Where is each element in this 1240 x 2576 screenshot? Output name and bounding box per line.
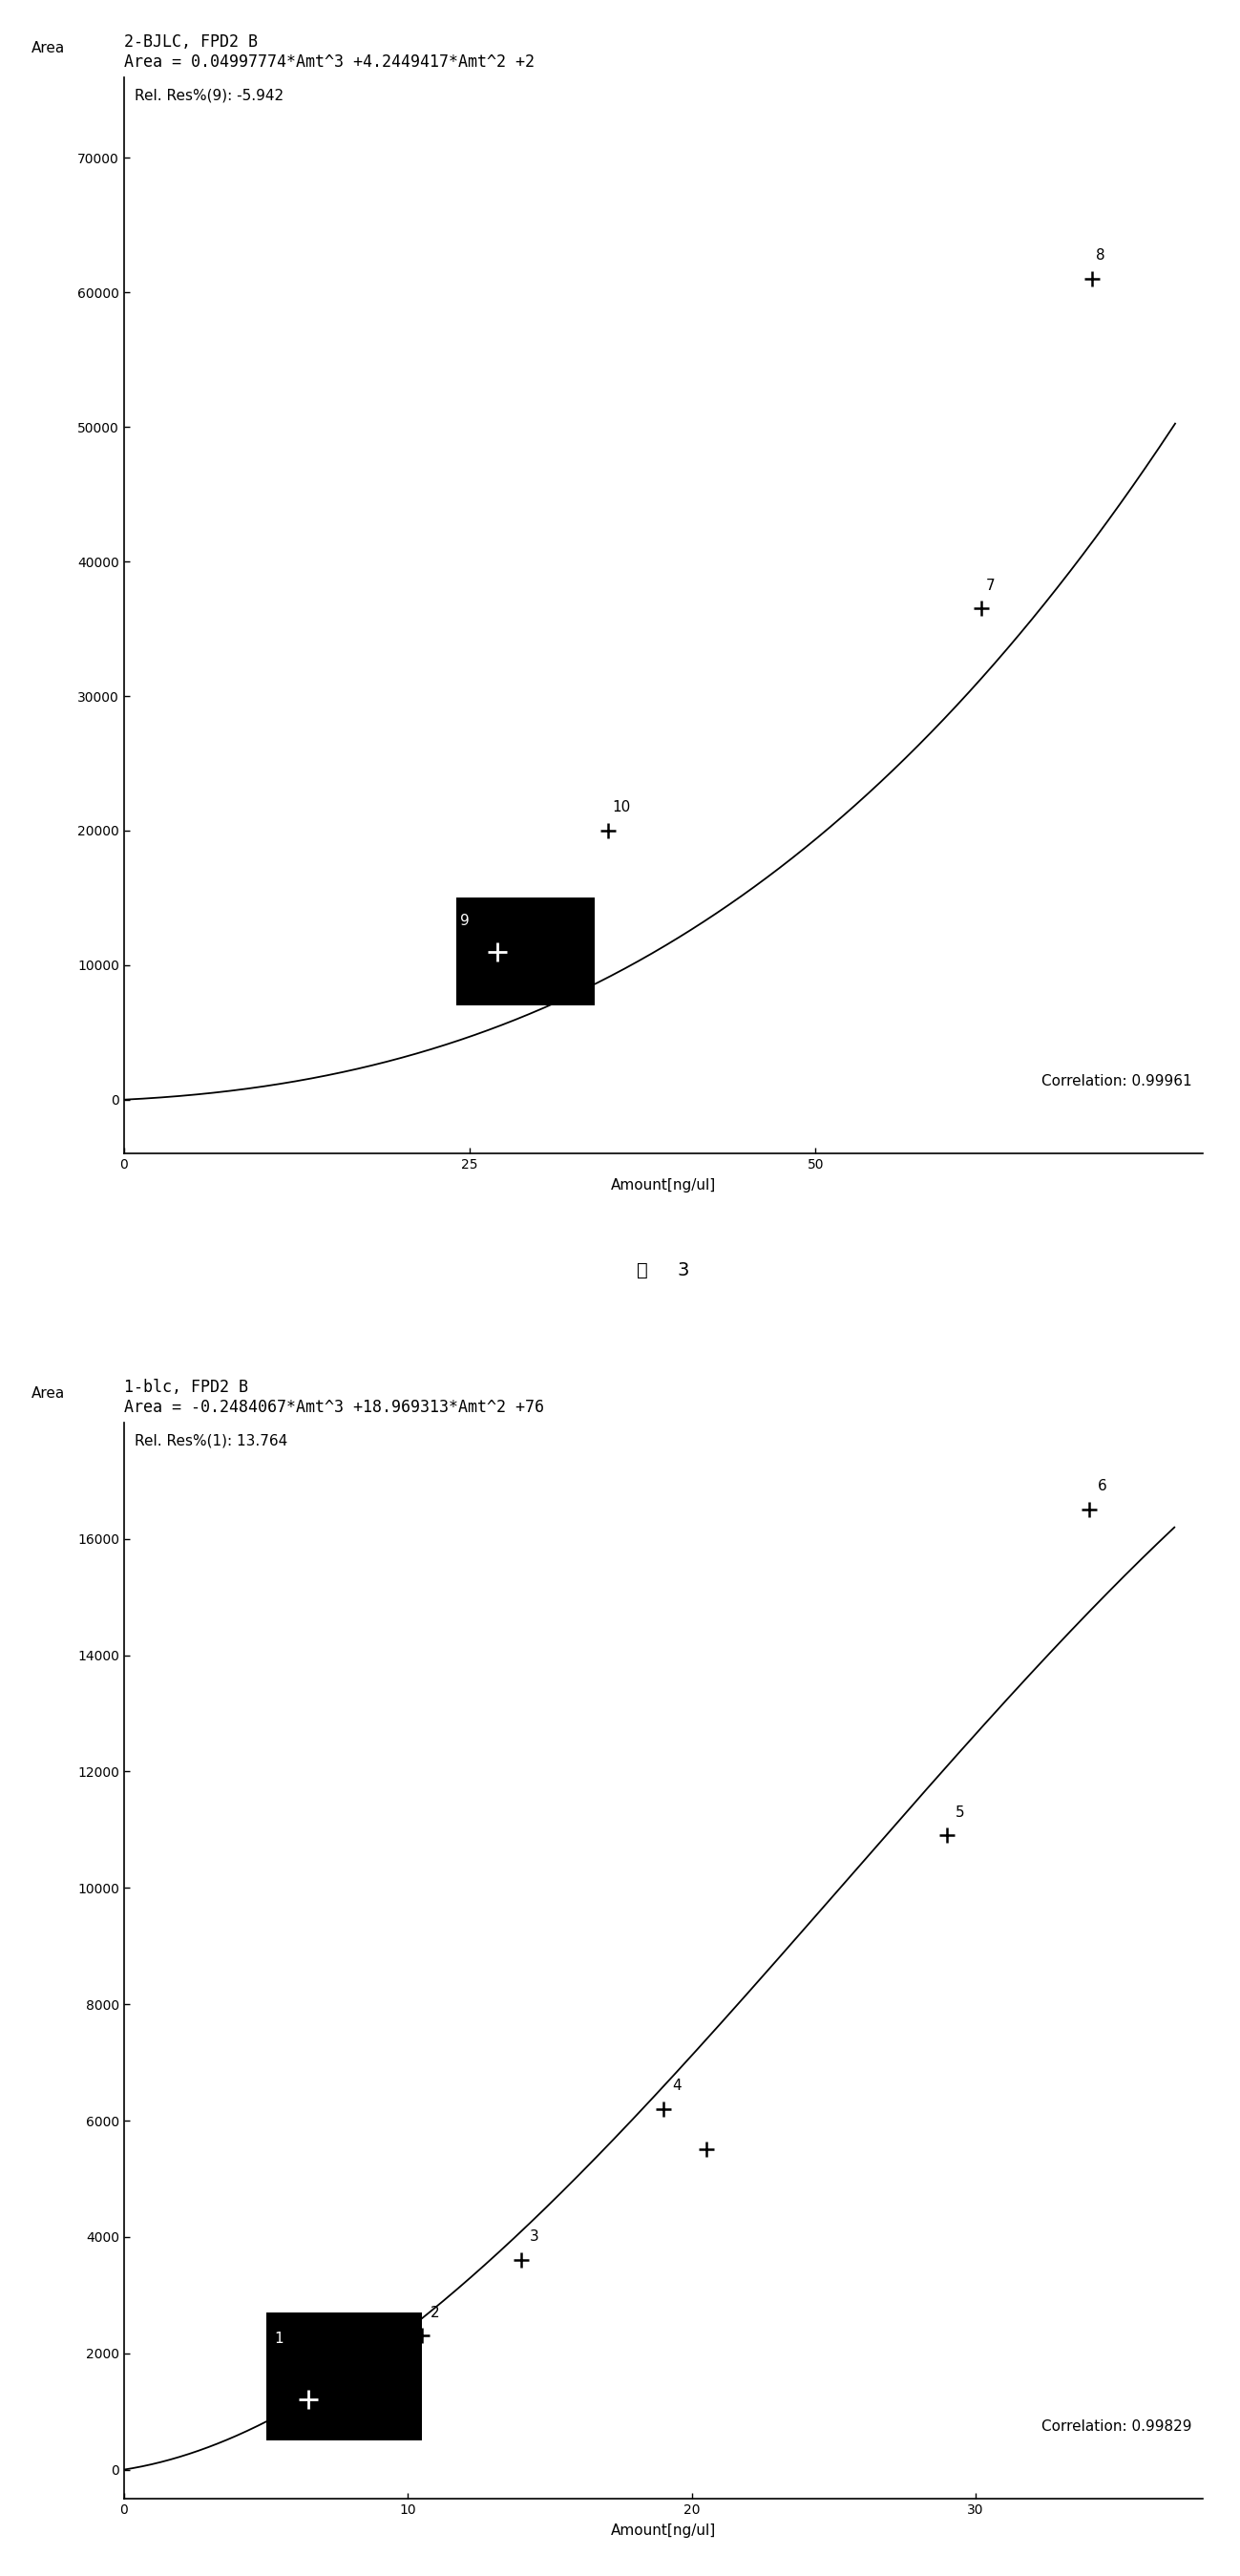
X-axis label: Amount[ng/ul]: Amount[ng/ul] (611, 1177, 715, 1193)
Text: 图     3: 图 3 (637, 1262, 689, 1280)
Y-axis label: Area: Area (31, 41, 64, 57)
Text: 9: 9 (460, 914, 470, 927)
Y-axis label: Area: Area (31, 1386, 64, 1401)
FancyBboxPatch shape (456, 899, 594, 1005)
Text: Rel. Res%(9): -5.942: Rel. Res%(9): -5.942 (135, 88, 284, 103)
Text: 3: 3 (529, 2231, 539, 2244)
Text: 2-BJLC, FPD2 B
Area = 0.04997774*Amt^3 +4.2449417*Amt^2 +2: 2-BJLC, FPD2 B Area = 0.04997774*Amt^3 +… (124, 33, 534, 70)
Text: 6: 6 (1097, 1479, 1107, 1494)
Text: 5: 5 (956, 1806, 965, 1819)
Text: 10: 10 (613, 801, 631, 814)
Text: 4: 4 (672, 2079, 681, 2092)
Text: 8: 8 (1096, 250, 1106, 263)
Text: 1-blc, FPD2 B
Area = -0.2484067*Amt^3 +18.969313*Amt^2 +76: 1-blc, FPD2 B Area = -0.2484067*Amt^3 +1… (124, 1378, 544, 1417)
Text: 1: 1 (274, 2331, 284, 2347)
FancyBboxPatch shape (265, 2313, 422, 2439)
Text: 7: 7 (986, 577, 994, 592)
X-axis label: Amount[ng/ul]: Amount[ng/ul] (611, 2524, 715, 2537)
Text: Rel. Res%(1): 13.764: Rel. Res%(1): 13.764 (135, 1432, 288, 1448)
Text: Correlation: 0.99829: Correlation: 0.99829 (1042, 2419, 1192, 2434)
Text: Correlation: 0.99961: Correlation: 0.99961 (1042, 1074, 1192, 1090)
Text: 2: 2 (430, 2306, 440, 2321)
